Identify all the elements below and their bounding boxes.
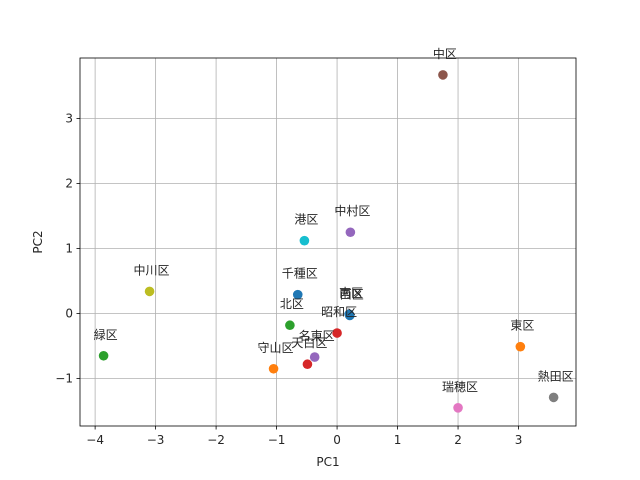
y-tick-label: 0 — [65, 307, 73, 321]
data-point — [309, 352, 320, 362]
y-axis-ticks: −1 0 1 2 3 — [55, 111, 80, 386]
data-label: 守山区 — [258, 341, 294, 355]
x-tick-label: 3 — [515, 433, 523, 447]
data-label: 緑区 — [94, 327, 118, 342]
data-point — [332, 328, 342, 338]
x-axis-label: PC1 — [316, 455, 339, 469]
data-point — [144, 286, 155, 297]
x-tick-label: −2 — [207, 433, 225, 447]
data-label: 瑞穂区 — [442, 380, 478, 394]
x-tick-label: 1 — [394, 433, 402, 447]
y-tick-label: 2 — [65, 176, 73, 190]
y-axis-label: PC2 — [31, 230, 45, 253]
data-label: 名東区 — [299, 328, 335, 343]
x-tick-label: −4 — [86, 433, 104, 447]
x-tick-label: 2 — [454, 433, 462, 447]
y-tick-label: 1 — [65, 242, 73, 256]
grid-lines — [80, 58, 576, 426]
y-tick-label: −1 — [55, 372, 73, 386]
data-point — [299, 235, 310, 246]
data-label: 中区 — [433, 46, 457, 61]
data-point — [302, 359, 313, 370]
y-tick-label: 3 — [65, 111, 73, 125]
data-label: 熱田区 — [538, 369, 574, 383]
x-tick-label: −3 — [147, 433, 165, 447]
data-label: 昭和区 — [321, 305, 357, 319]
x-tick-label: 0 — [333, 433, 341, 447]
x-axis-ticks: −4 −3 −2 −1 0 1 2 3 — [86, 426, 522, 447]
data-point — [98, 350, 109, 361]
data-label: 天白区 — [291, 335, 327, 350]
x-tick-label: −1 — [268, 433, 286, 447]
data-point — [515, 341, 526, 352]
data-label: 中川区 — [134, 262, 170, 277]
data-point — [345, 227, 356, 238]
data-point — [344, 309, 354, 319]
data-label: 南区 — [339, 285, 363, 300]
data-label: 北区 — [280, 297, 304, 311]
data-point — [438, 70, 448, 80]
data-point — [453, 402, 463, 413]
data-point — [268, 363, 279, 374]
data-label: 東区 — [510, 319, 534, 333]
data-label: 中村区 — [334, 203, 370, 218]
data-label: 西区 — [340, 287, 364, 301]
data-point — [292, 289, 303, 300]
data-label: 千種区 — [282, 267, 318, 281]
data-points — [98, 70, 559, 413]
data-point — [285, 320, 295, 331]
plot-frame — [79, 57, 577, 427]
data-point — [548, 392, 559, 403]
data-label: 港区 — [294, 213, 318, 227]
